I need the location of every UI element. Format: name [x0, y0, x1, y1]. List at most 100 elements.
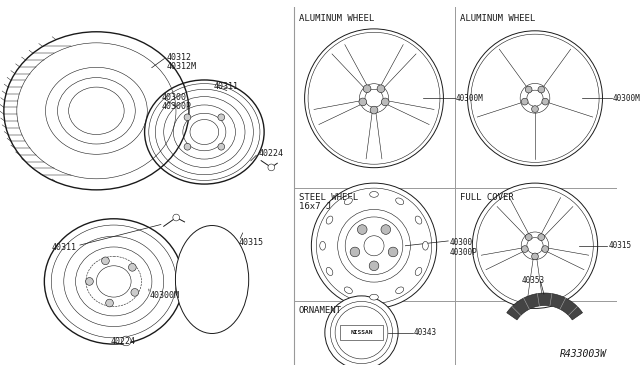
Text: 40300M: 40300M [613, 94, 640, 103]
Circle shape [360, 84, 388, 113]
Circle shape [106, 299, 113, 307]
Polygon shape [387, 103, 435, 125]
Circle shape [527, 90, 543, 106]
Circle shape [86, 278, 93, 285]
Text: ORNAMENT: ORNAMENT [299, 305, 342, 315]
Polygon shape [507, 293, 582, 320]
Ellipse shape [326, 267, 333, 276]
Circle shape [520, 83, 550, 113]
Text: 40300M: 40300M [149, 291, 179, 300]
Text: FULL COVER: FULL COVER [460, 193, 513, 202]
Text: 40300
40300P: 40300 40300P [449, 238, 477, 257]
Polygon shape [547, 100, 595, 129]
Polygon shape [474, 100, 524, 129]
Ellipse shape [326, 216, 333, 224]
Polygon shape [479, 250, 522, 270]
Circle shape [365, 89, 383, 107]
Circle shape [268, 164, 275, 171]
Circle shape [532, 106, 538, 112]
Circle shape [184, 114, 191, 121]
Circle shape [532, 253, 538, 260]
Circle shape [525, 86, 532, 93]
Text: R433003W: R433003W [560, 349, 607, 359]
Circle shape [102, 257, 109, 265]
Text: 40312: 40312 [167, 53, 192, 62]
Text: STEEL WHEEL: STEEL WHEEL [299, 193, 358, 202]
Circle shape [311, 183, 436, 308]
Text: 40315: 40315 [239, 238, 264, 247]
Circle shape [538, 234, 545, 241]
Ellipse shape [190, 119, 219, 144]
Ellipse shape [396, 287, 404, 294]
Text: 16x7 J: 16x7 J [299, 202, 331, 211]
Text: 40300M: 40300M [456, 94, 484, 103]
Ellipse shape [415, 267, 422, 276]
Circle shape [131, 289, 139, 296]
Circle shape [522, 98, 528, 105]
Text: ALUMINUM WHEEL: ALUMINUM WHEEL [460, 15, 535, 23]
Circle shape [359, 98, 367, 106]
Circle shape [527, 238, 543, 254]
Circle shape [218, 143, 225, 150]
Circle shape [467, 31, 602, 166]
FancyBboxPatch shape [339, 325, 383, 340]
Circle shape [305, 29, 444, 168]
Ellipse shape [396, 198, 404, 205]
Circle shape [522, 246, 528, 253]
Circle shape [364, 236, 384, 256]
Text: 40224: 40224 [259, 150, 284, 158]
Ellipse shape [344, 287, 353, 294]
Circle shape [388, 247, 398, 257]
Polygon shape [527, 259, 543, 304]
Circle shape [381, 98, 389, 106]
Text: NISSAN: NISSAN [350, 330, 372, 335]
Circle shape [129, 263, 136, 271]
Ellipse shape [370, 294, 378, 300]
Circle shape [218, 114, 225, 121]
Polygon shape [312, 103, 361, 125]
Circle shape [521, 232, 548, 260]
Circle shape [184, 143, 191, 150]
Circle shape [370, 106, 378, 114]
Text: 40300P: 40300P [162, 102, 192, 111]
Polygon shape [332, 45, 366, 87]
Polygon shape [540, 42, 580, 89]
Circle shape [381, 225, 390, 234]
Circle shape [538, 86, 545, 93]
Ellipse shape [422, 241, 428, 250]
Text: 40224: 40224 [111, 337, 136, 346]
Circle shape [377, 85, 385, 93]
Circle shape [369, 261, 379, 271]
Text: 40312M: 40312M [167, 62, 196, 71]
Text: 40315: 40315 [608, 241, 632, 250]
Polygon shape [547, 250, 591, 270]
Text: ALUMINUM WHEEL: ALUMINUM WHEEL [299, 15, 374, 23]
Polygon shape [382, 45, 416, 87]
Ellipse shape [415, 216, 422, 224]
Text: 40300: 40300 [162, 93, 187, 102]
Polygon shape [497, 198, 527, 235]
Ellipse shape [97, 266, 131, 297]
Circle shape [325, 296, 398, 369]
Text: 40343: 40343 [413, 328, 436, 337]
Text: 40311: 40311 [214, 82, 239, 91]
Text: 40353: 40353 [522, 276, 545, 285]
Polygon shape [366, 112, 382, 163]
Ellipse shape [344, 198, 353, 205]
Polygon shape [543, 198, 573, 235]
Polygon shape [490, 42, 530, 89]
Circle shape [173, 214, 180, 221]
Polygon shape [522, 112, 548, 158]
Ellipse shape [370, 192, 378, 197]
Ellipse shape [320, 241, 326, 250]
Circle shape [525, 234, 532, 241]
Circle shape [364, 85, 371, 93]
Text: 40311: 40311 [52, 243, 77, 252]
Ellipse shape [175, 225, 249, 333]
Circle shape [542, 98, 548, 105]
Circle shape [350, 247, 360, 257]
Circle shape [357, 225, 367, 234]
Circle shape [122, 336, 131, 346]
Circle shape [472, 183, 598, 308]
Circle shape [541, 246, 548, 253]
